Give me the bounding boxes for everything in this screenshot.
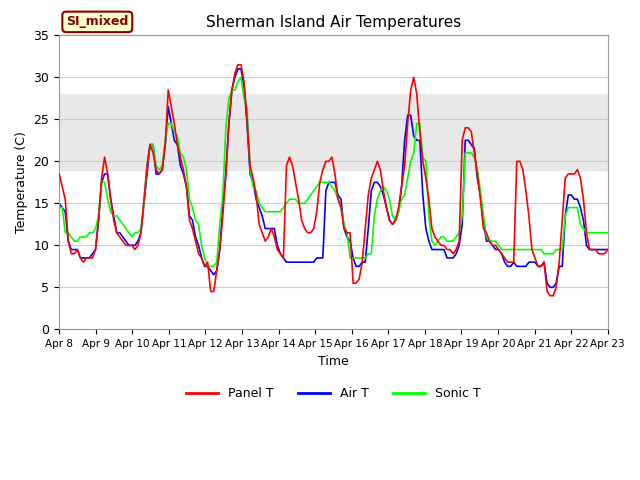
- Sonic T: [283, 201, 291, 206]
- Sonic T: [337, 204, 345, 210]
- Panel T: [331, 171, 339, 177]
- Panel T: [547, 293, 554, 299]
- Bar: [59, 94, 608, 170]
- Air T: [55, 201, 63, 206]
- Y-axis label: Temperature (C): Temperature (C): [15, 132, 28, 233]
- Line: Air T: Air T: [59, 69, 608, 288]
- Sonic T: [413, 120, 420, 126]
- Panel T: [234, 62, 242, 68]
- Panel T: [55, 171, 63, 177]
- Sonic T: [604, 230, 612, 236]
- Line: Sonic T: Sonic T: [59, 77, 608, 266]
- Sonic T: [310, 188, 317, 193]
- Panel T: [334, 196, 342, 202]
- Title: Sherman Island Air Temperatures: Sherman Island Air Temperatures: [206, 15, 461, 30]
- Air T: [234, 66, 242, 72]
- Sonic T: [204, 264, 211, 269]
- Line: Panel T: Panel T: [59, 65, 608, 296]
- Air T: [307, 259, 314, 265]
- Air T: [334, 192, 342, 198]
- Air T: [331, 180, 339, 185]
- Panel T: [240, 79, 248, 84]
- Panel T: [307, 230, 314, 236]
- Air T: [604, 247, 612, 252]
- Air T: [410, 133, 417, 139]
- Panel T: [280, 255, 287, 261]
- Sonic T: [237, 74, 245, 80]
- Air T: [547, 285, 554, 290]
- Sonic T: [243, 104, 251, 109]
- Panel T: [410, 74, 417, 80]
- Legend: Panel T, Air T, Sonic T: Panel T, Air T, Sonic T: [181, 383, 485, 406]
- Air T: [240, 83, 248, 89]
- Panel T: [604, 247, 612, 252]
- Text: SI_mixed: SI_mixed: [66, 15, 129, 28]
- Air T: [280, 255, 287, 261]
- Sonic T: [55, 204, 63, 210]
- Sonic T: [334, 196, 342, 202]
- X-axis label: Time: Time: [318, 355, 349, 368]
